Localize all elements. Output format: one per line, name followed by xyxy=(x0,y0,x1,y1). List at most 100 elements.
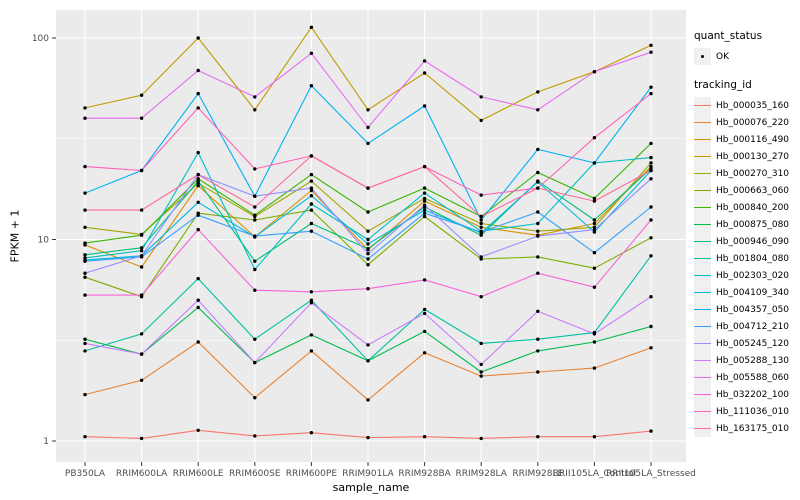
legend-item-label: Hb_005288_130 xyxy=(716,355,790,366)
data-point xyxy=(83,164,87,169)
data-point xyxy=(309,179,314,183)
line-key-icon xyxy=(694,233,711,250)
data-point xyxy=(479,436,483,441)
legend-item-tracking: Hb_000076_220 xyxy=(694,114,800,131)
data-point xyxy=(479,218,483,222)
data-point xyxy=(196,172,200,177)
x-tick-label: RRII105LA_Stressed xyxy=(606,469,696,479)
data-point xyxy=(309,154,314,158)
legend-item-tracking: Hb_111036_010 xyxy=(694,403,800,420)
data-point xyxy=(309,194,314,198)
data-point xyxy=(479,193,483,197)
data-point xyxy=(83,259,87,263)
data-point xyxy=(536,255,540,259)
tracking-id-legend-list: Hb_000035_160 Hb_000076_220 Hb_000116_490 H… xyxy=(694,97,800,437)
y-axis-title: FPKM + 1 xyxy=(8,209,22,263)
data-point xyxy=(83,106,87,110)
data-point xyxy=(592,161,597,165)
data-point xyxy=(422,351,427,355)
data-point xyxy=(422,59,427,63)
legend-item-label: Hb_005245_120 xyxy=(716,338,790,349)
data-point xyxy=(253,95,257,99)
data-point xyxy=(309,431,314,435)
data-point xyxy=(422,214,427,219)
legend-item-label: Hb_000076_220 xyxy=(716,117,790,128)
data-point xyxy=(649,50,653,54)
data-point xyxy=(83,275,87,279)
data-point xyxy=(139,332,144,336)
data-point xyxy=(649,236,653,240)
data-point xyxy=(366,252,370,256)
y-tick-label: 1 xyxy=(43,437,49,447)
legend-item-label: Hb_000130_270 xyxy=(716,151,790,162)
legend-item-label: Hb_000840_200 xyxy=(716,202,790,213)
data-point xyxy=(309,333,314,337)
data-point xyxy=(422,208,427,212)
legend-item-tracking: Hb_000875_080 xyxy=(694,216,800,233)
x-axis-title: sample_name xyxy=(332,481,410,494)
data-point xyxy=(649,429,653,433)
legend-item-label: Hb_002303_020 xyxy=(716,270,790,281)
data-point xyxy=(649,324,653,329)
data-point xyxy=(422,199,427,203)
data-point xyxy=(366,186,370,190)
data-point xyxy=(196,200,200,204)
data-point xyxy=(196,150,200,155)
data-point xyxy=(83,271,87,275)
legend-item-tracking: Hb_005288_130 xyxy=(694,352,800,369)
data-point xyxy=(649,161,653,165)
data-point xyxy=(479,95,483,99)
data-point xyxy=(309,84,314,88)
data-point xyxy=(253,108,257,112)
data-point xyxy=(139,249,144,253)
data-point xyxy=(196,106,200,110)
data-point xyxy=(196,340,200,344)
data-point xyxy=(139,116,144,120)
line-key-icon xyxy=(694,131,711,148)
data-point xyxy=(309,188,314,193)
legend-item-tracking: Hb_000663_060 xyxy=(694,182,800,199)
data-point xyxy=(309,301,314,305)
legend-title-quant-status: quant_status xyxy=(694,30,763,42)
data-point xyxy=(309,290,314,294)
legend-item-label: Hb_000270_310 xyxy=(716,168,790,179)
line-key-icon xyxy=(694,267,711,284)
data-point xyxy=(592,218,597,222)
x-tick-label: RRII105LA_Control xyxy=(553,469,636,479)
data-point xyxy=(649,85,653,89)
y-tick-label: 10 xyxy=(38,236,50,246)
ok-point-icon xyxy=(700,54,705,59)
data-point xyxy=(592,230,597,234)
x-tick-label: RRIM600SE xyxy=(229,469,281,479)
x-tick-label: RRIM928BA xyxy=(398,469,451,479)
data-point xyxy=(479,118,483,123)
data-point xyxy=(536,271,540,275)
legend-item-label: Hb_000946_090 xyxy=(716,236,790,247)
data-point xyxy=(196,227,200,232)
data-point xyxy=(649,141,653,146)
data-point xyxy=(479,221,483,226)
data-point xyxy=(366,108,370,112)
data-point xyxy=(83,341,87,346)
data-point xyxy=(253,205,257,209)
x-tick-label: RRIM600LA xyxy=(116,469,168,479)
data-point xyxy=(83,253,87,257)
data-point xyxy=(253,337,257,341)
legend-item-tracking: Hb_000840_200 xyxy=(694,199,800,216)
data-point xyxy=(366,242,370,246)
data-point xyxy=(196,179,200,183)
legend-item-tracking: Hb_005245_120 xyxy=(694,335,800,352)
data-point xyxy=(309,229,314,233)
data-point xyxy=(479,370,483,374)
legend-item-label: Hb_000875_080 xyxy=(716,219,790,230)
y-tick-label: 100 xyxy=(32,34,49,44)
data-point xyxy=(592,199,597,203)
data-point xyxy=(536,210,540,214)
data-point xyxy=(536,180,540,184)
legend-item-label: Hb_005588_060 xyxy=(716,372,790,383)
data-point xyxy=(536,170,540,175)
data-point xyxy=(649,205,653,209)
legend-item-tracking: Hb_001804_080 xyxy=(694,250,800,267)
data-point xyxy=(139,233,144,237)
